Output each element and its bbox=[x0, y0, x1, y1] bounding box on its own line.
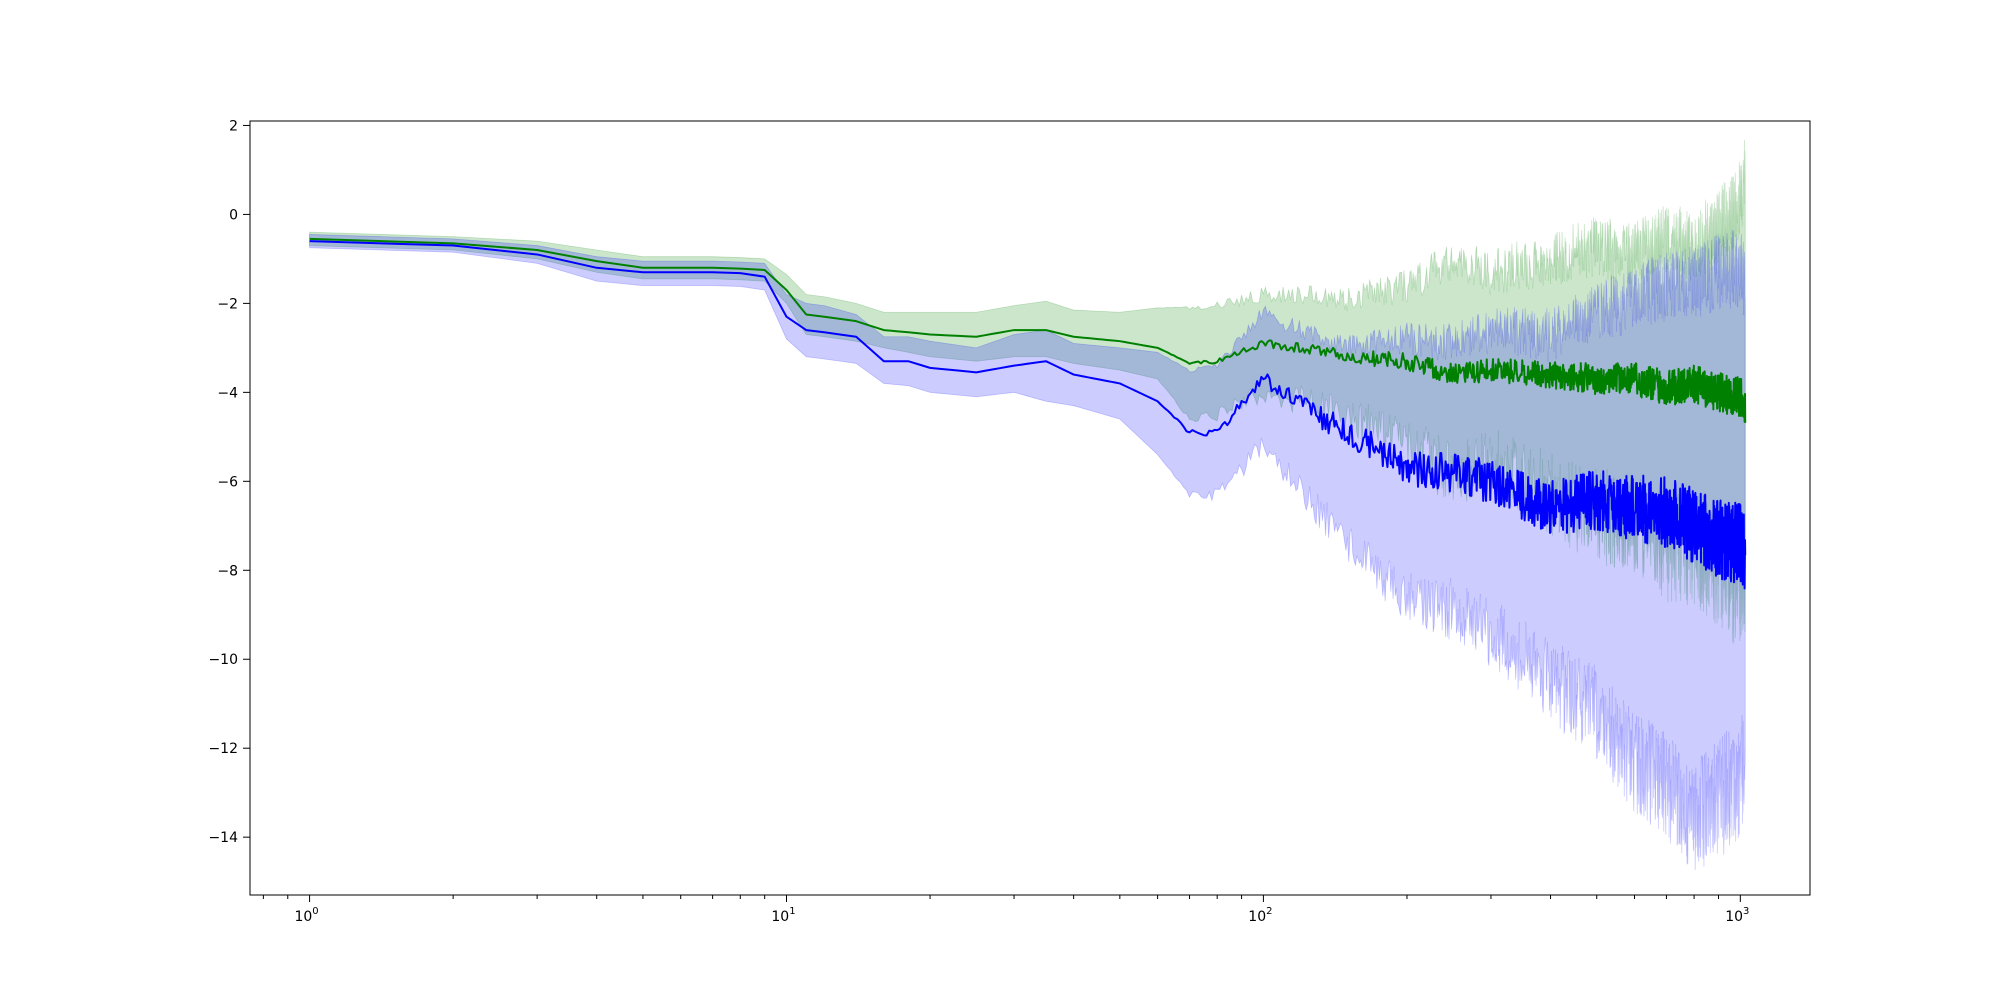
x-tick-label: 101 bbox=[771, 906, 795, 925]
series-0-line bbox=[309, 237, 1747, 423]
x-tick-base: 10 bbox=[1248, 909, 1266, 925]
x-tick-exponent: 0 bbox=[312, 906, 318, 917]
series-1-line bbox=[309, 240, 1747, 590]
x-tick-exponent: 2 bbox=[1266, 906, 1272, 917]
x-axis: 100 101 102 103 bbox=[262, 895, 1749, 925]
x-tick-exponent: 3 bbox=[1743, 906, 1749, 917]
x-tick-label: 100 bbox=[294, 906, 318, 925]
y-tick-label: −14 bbox=[208, 830, 238, 846]
y-tick-label: −12 bbox=[208, 741, 238, 757]
x-tick-base: 10 bbox=[294, 909, 312, 925]
y-tick-label: 0 bbox=[229, 207, 238, 223]
y-tick-label: 2 bbox=[229, 118, 238, 134]
x-tick-label: 103 bbox=[1725, 906, 1749, 925]
y-tick-label: −2 bbox=[217, 296, 238, 312]
y-tick-label: −10 bbox=[208, 652, 238, 668]
series-lines bbox=[309, 237, 1747, 590]
axes-frame bbox=[249, 120, 1811, 896]
x-tick-base: 10 bbox=[771, 909, 789, 925]
y-axis: 2 0 −2 −4 −6 −8 −10 −12 −14 bbox=[208, 118, 250, 846]
y-tick-label: −6 bbox=[217, 474, 238, 490]
x-tick-base: 10 bbox=[1725, 909, 1743, 925]
x-tick-label: 102 bbox=[1248, 906, 1272, 925]
y-tick-label: −8 bbox=[217, 563, 238, 579]
series-1-band bbox=[309, 229, 1746, 871]
x-tick-exponent: 1 bbox=[789, 906, 795, 917]
y-tick-label: −4 bbox=[217, 385, 238, 401]
